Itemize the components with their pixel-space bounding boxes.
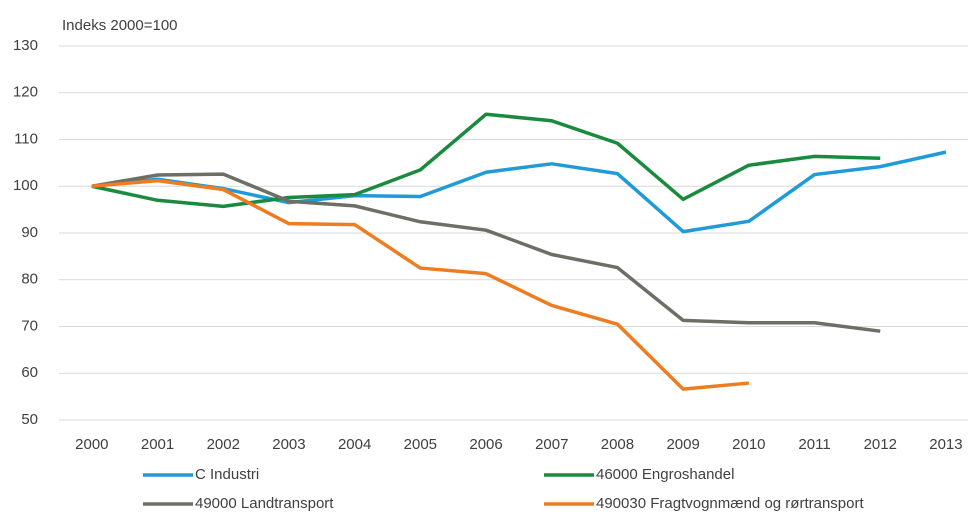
series-line bbox=[91, 178, 750, 391]
series-line bbox=[91, 150, 947, 234]
x-tick-label: 2009 bbox=[666, 436, 699, 453]
x-tick-label: 2011 bbox=[798, 436, 830, 453]
legend-label: 490030 Fragtvognmænd og rørtransport bbox=[596, 495, 864, 512]
series-line bbox=[91, 112, 881, 209]
series-line bbox=[91, 172, 881, 333]
y-tick-label: 120 bbox=[13, 84, 38, 101]
x-tick-label: 2001 bbox=[141, 436, 174, 453]
x-tick-label: 2003 bbox=[272, 436, 305, 453]
legend-label: 46000 Engroshandel bbox=[596, 466, 734, 483]
x-tick-label: 2006 bbox=[469, 436, 502, 453]
x-tick-label: 2005 bbox=[404, 436, 437, 453]
x-tick-label: 2007 bbox=[535, 436, 568, 453]
y-tick-label: 90 bbox=[21, 224, 38, 241]
legend-label: C Industri bbox=[195, 466, 259, 483]
y-tick-label: 110 bbox=[14, 130, 38, 147]
y-axis-label: Indeks 2000=100 bbox=[62, 17, 178, 34]
y-tick-label: 100 bbox=[13, 177, 38, 194]
legend-label: 49000 Landtransport bbox=[195, 495, 334, 512]
x-tick-label: 2012 bbox=[864, 436, 897, 453]
x-tick-label: 2013 bbox=[929, 436, 962, 453]
y-tick-label: 60 bbox=[21, 364, 38, 381]
y-tick-label: 50 bbox=[21, 411, 38, 428]
x-tick-label: 2008 bbox=[601, 436, 634, 453]
y-tick-label: 70 bbox=[21, 317, 38, 334]
x-tick-label: 2002 bbox=[207, 436, 240, 453]
y-tick-label: 130 bbox=[13, 37, 38, 54]
y-tick-label: 80 bbox=[21, 271, 38, 288]
x-tick-label: 2000 bbox=[75, 436, 108, 453]
x-tick-label: 2010 bbox=[732, 436, 765, 453]
x-tick-label: 2004 bbox=[338, 436, 371, 453]
